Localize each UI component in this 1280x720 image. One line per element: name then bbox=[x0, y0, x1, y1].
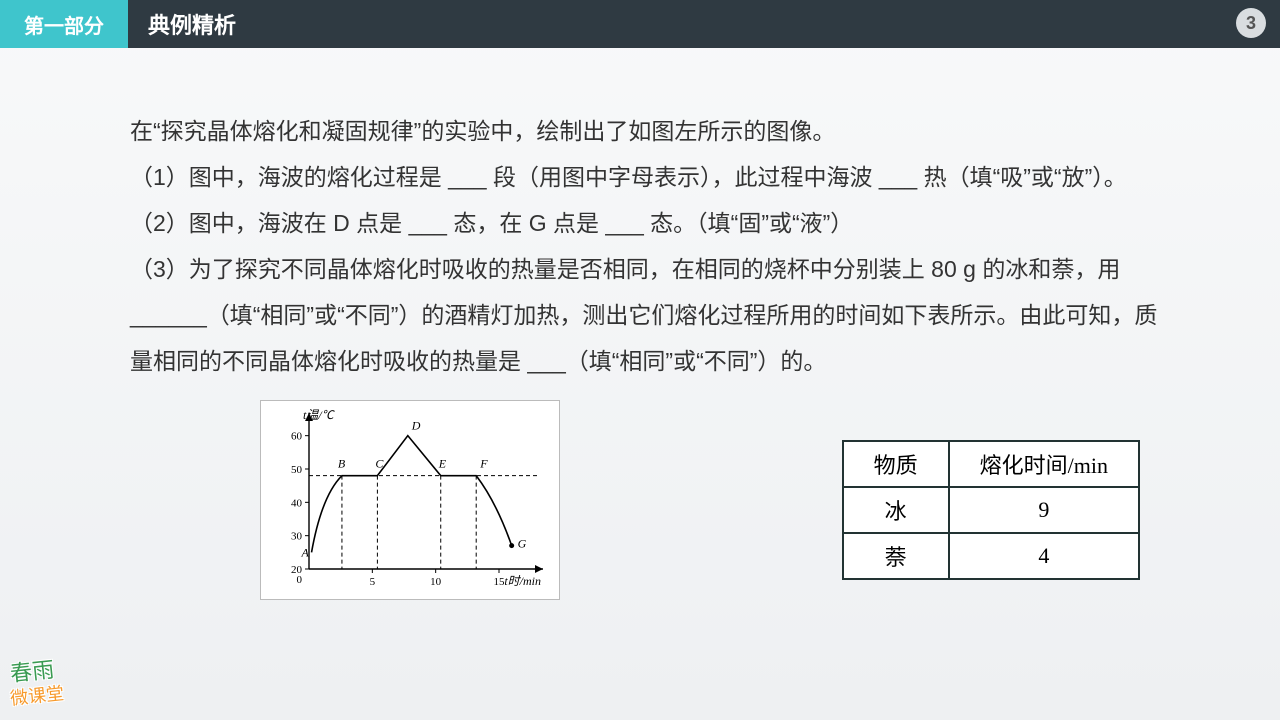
svg-text:D: D bbox=[411, 419, 421, 433]
section-badge: 第一部分 bbox=[0, 0, 128, 48]
svg-text:t时/min: t时/min bbox=[504, 574, 541, 588]
svg-text:A: A bbox=[301, 545, 310, 559]
svg-text:E: E bbox=[438, 457, 447, 471]
page-number-badge: 3 bbox=[1236, 8, 1266, 38]
figure-row: 203040506051015t温/℃t时/min0ABCDEFG 物质熔化时间… bbox=[0, 400, 1280, 600]
table-row: 萘4 bbox=[843, 533, 1139, 579]
question-2: （2）图中，海波在 D 点是 ___ 态，在 G 点是 ___ 态。（填“固”或… bbox=[130, 200, 1180, 246]
svg-text:0: 0 bbox=[297, 574, 303, 586]
table-cell: 萘 bbox=[843, 533, 949, 579]
question-1: （1）图中，海波的熔化过程是 ___ 段（用图中字母表示），此过程中海波 ___… bbox=[130, 154, 1180, 200]
svg-text:C: C bbox=[375, 457, 384, 471]
table-row: 冰9 bbox=[843, 487, 1139, 533]
table-cell: 冰 bbox=[843, 487, 949, 533]
svg-text:G: G bbox=[518, 537, 527, 551]
melting-curve-chart: 203040506051015t温/℃t时/min0ABCDEFG bbox=[260, 400, 560, 600]
svg-text:10: 10 bbox=[430, 576, 442, 588]
logo-line2: 微课堂 bbox=[9, 679, 65, 711]
svg-text:60: 60 bbox=[291, 431, 303, 443]
question-body: 在“探究晶体熔化和凝固规律”的实验中，绘制出了如图左所示的图像。 （1）图中，海… bbox=[0, 48, 1280, 394]
svg-text:B: B bbox=[338, 457, 346, 471]
brand-logo: 春雨 微课堂 bbox=[10, 654, 94, 714]
svg-text:t温/℃: t温/℃ bbox=[303, 408, 336, 422]
svg-text:30: 30 bbox=[291, 531, 303, 543]
svg-text:15: 15 bbox=[494, 576, 506, 588]
svg-text:F: F bbox=[479, 457, 488, 471]
table-cell: 4 bbox=[949, 533, 1139, 579]
svg-text:40: 40 bbox=[291, 497, 303, 509]
header-title: 典例精析 3 bbox=[128, 0, 1280, 48]
table-header: 熔化时间/min bbox=[949, 441, 1139, 487]
intro-text: 在“探究晶体熔化和凝固规律”的实验中，绘制出了如图左所示的图像。 bbox=[130, 108, 1180, 154]
table-cell: 9 bbox=[949, 487, 1139, 533]
svg-text:5: 5 bbox=[370, 576, 376, 588]
melting-time-table: 物质熔化时间/min冰9萘4 bbox=[842, 440, 1140, 580]
header-bar: 第一部分 典例精析 3 bbox=[0, 0, 1280, 48]
title-text: 典例精析 bbox=[148, 8, 236, 40]
table-header: 物质 bbox=[843, 441, 949, 487]
question-3: （3）为了探究不同晶体熔化时吸收的热量是否相同，在相同的烧杯中分别装上 80 g… bbox=[130, 246, 1180, 384]
svg-text:50: 50 bbox=[291, 464, 303, 476]
